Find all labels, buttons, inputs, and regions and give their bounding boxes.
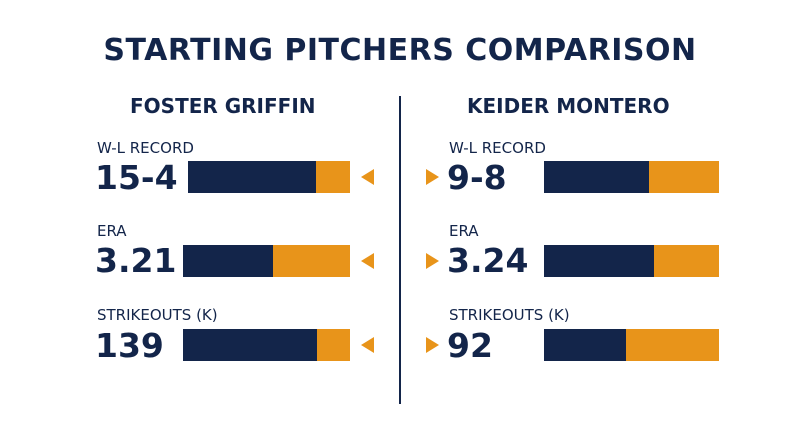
left-wl-pointer-icon [361, 169, 374, 185]
right-era-bar-gold [654, 245, 719, 277]
right-era-value: 3.24 [447, 241, 529, 280]
right-k-label: STRIKEOUTS (K) [449, 306, 570, 324]
right-era-pointer-icon [426, 253, 439, 269]
left-player-name: FOSTER GRIFFIN [130, 94, 316, 118]
right-era-label: ERA [449, 222, 479, 240]
right-wl-bar-gold [649, 161, 719, 193]
right-wl-label: W-L RECORD [449, 139, 546, 157]
left-wl-bar-navy [188, 161, 316, 193]
left-k-bar-navy [183, 329, 317, 361]
right-wl-value: 9-8 [447, 158, 507, 197]
right-wl-bar [544, 161, 719, 193]
right-wl-bar-navy [544, 161, 649, 193]
right-player-name: KEIDER MONTERO [467, 94, 670, 118]
right-era-bar-navy [544, 245, 655, 277]
left-era-bar [183, 245, 350, 277]
left-era-value: 3.21 [95, 241, 177, 280]
right-era-bar [544, 245, 719, 277]
left-k-pointer-icon [361, 337, 374, 353]
left-era-label: ERA [97, 222, 127, 240]
page-title: STARTING PITCHERS COMPARISON [103, 33, 697, 68]
left-wl-bar-gold [315, 161, 350, 193]
left-era-bar-navy [183, 245, 274, 277]
left-wl-value: 15-4 [95, 158, 178, 197]
right-k-pointer-icon [426, 337, 439, 353]
left-k-bar [183, 329, 350, 361]
right-k-value: 92 [447, 326, 493, 365]
right-k-bar-navy [544, 329, 627, 361]
left-k-value: 139 [95, 326, 164, 365]
left-era-bar-gold [273, 245, 350, 277]
left-wl-label: W-L RECORD [97, 139, 194, 157]
left-wl-bar [188, 161, 350, 193]
right-k-bar-gold [626, 329, 719, 361]
right-k-bar [544, 329, 719, 361]
left-k-label: STRIKEOUTS (K) [97, 306, 218, 324]
right-wl-pointer-icon [426, 169, 439, 185]
center-divider [399, 96, 401, 404]
left-era-pointer-icon [361, 253, 374, 269]
left-k-bar-gold [316, 329, 350, 361]
